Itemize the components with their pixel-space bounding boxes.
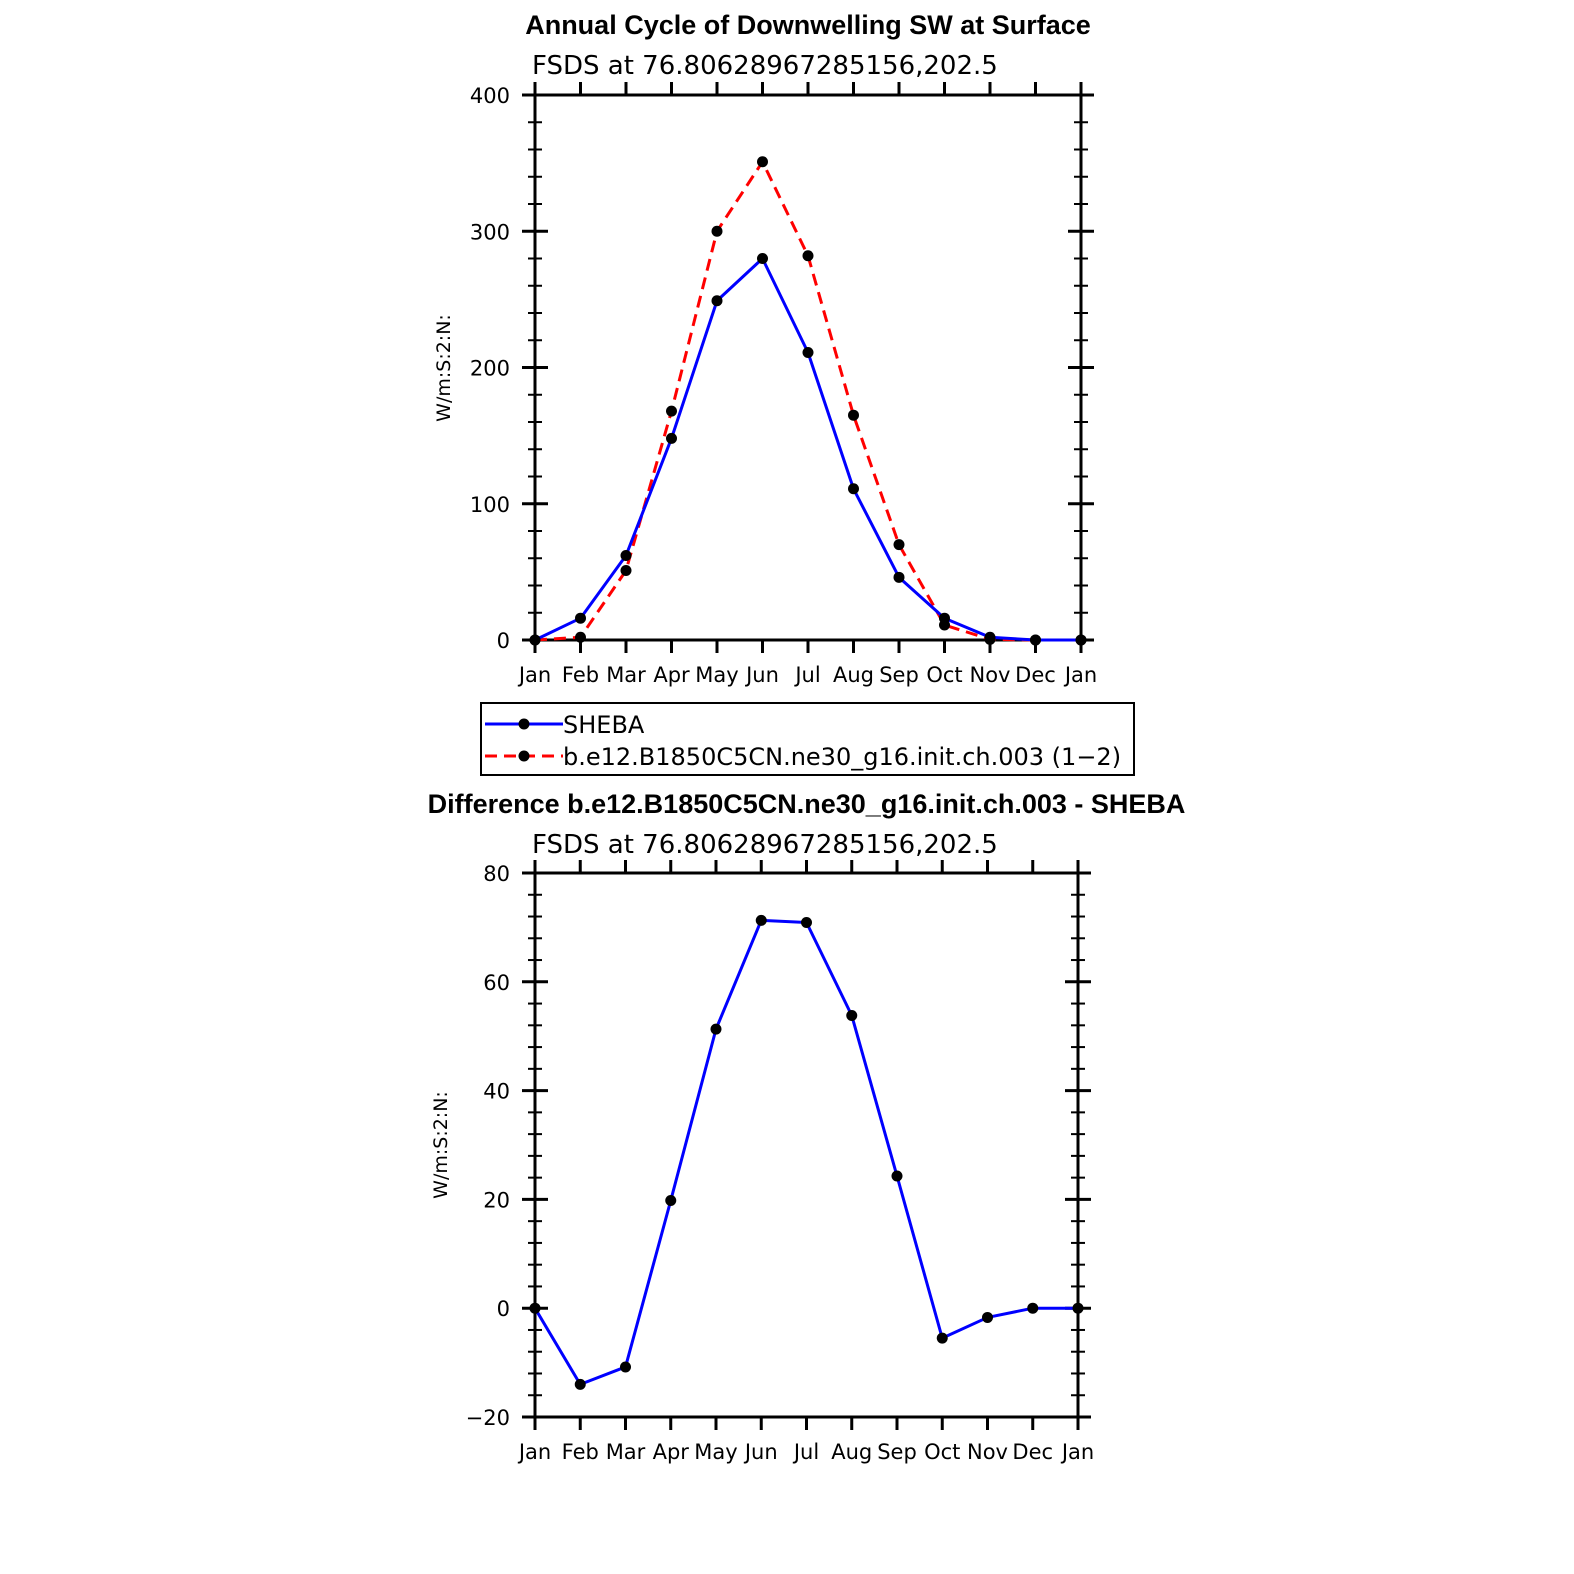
chart-1-series-2-point xyxy=(802,250,814,262)
chart-2-x-tick-label: Jun xyxy=(743,1440,778,1464)
chart-2-series-1-point xyxy=(665,1194,677,1206)
chart-1-legend-entry: SHEBA xyxy=(563,711,645,739)
chart-2-series-1-point xyxy=(846,1010,858,1022)
chart-2-x-tick-label: Jan xyxy=(1060,1440,1094,1464)
chart-1-y-tick-label: 0 xyxy=(497,629,510,653)
chart-1-series-1-point xyxy=(893,571,905,583)
chart-1-series-1-point xyxy=(1030,634,1041,646)
chart-2-x-tick-label: Feb xyxy=(562,1440,599,1464)
chart-2-x-tick-label: Aug xyxy=(831,1440,872,1464)
chart-2-x-tick-label: Oct xyxy=(924,1440,960,1464)
chart-1-y-tick-label: 200 xyxy=(470,357,510,381)
chart-1-series-2-point xyxy=(893,539,905,551)
chart-1-plot-frame xyxy=(533,93,1083,642)
chart-1-series-1-point xyxy=(939,612,950,624)
chart-1-x-tick-label: Jan xyxy=(517,663,551,687)
chart-1-series-2-point xyxy=(757,156,768,168)
chart-2-y-tick-label: 60 xyxy=(483,971,510,995)
chart-2-x-tick-label: Mar xyxy=(606,1440,646,1464)
chart-2-x-tick-label: Jan xyxy=(517,1440,551,1464)
chart-1-x-tick-label: Sep xyxy=(879,663,919,687)
chart-1-series-1-point xyxy=(529,634,541,646)
chart-1-y-tick-label: 100 xyxy=(470,493,510,517)
chart-1-legend-entry: b.e12.B1850C5CN.ne30_g16.init.ch.003 (1−… xyxy=(563,743,1121,771)
chart-1-series-2-point xyxy=(848,409,859,421)
chart-1-series-2-point xyxy=(575,631,586,643)
chart-1-x-tick-label: Jun xyxy=(744,663,779,687)
chart-2-x-tick-label: Apr xyxy=(653,1440,690,1464)
chart-2-y-tick-label: 0 xyxy=(497,1297,510,1321)
chart-1-legend-swatch-marker xyxy=(518,718,530,730)
chart-2-x-tick-label: Dec xyxy=(1012,1440,1053,1464)
chart-2-series-1-point xyxy=(710,1023,722,1035)
chart-2-series-1-line xyxy=(533,918,1078,1386)
chart-1-y-axis-label: W/m:S:2:N: xyxy=(433,314,455,422)
chart-2-series-1-point xyxy=(620,1361,631,1373)
chart-1-series-1-point xyxy=(757,253,768,264)
chart-2-subtitle: FSDS at 76.80628967285156,202.5 xyxy=(532,830,998,860)
chart-2-series-1-point xyxy=(1027,1302,1039,1314)
chart-2-x-tick-label: May xyxy=(694,1440,737,1464)
chart-1-x-tick-label: Aug xyxy=(833,663,874,687)
chart-1-y-tick-label: 300 xyxy=(470,220,510,244)
chart-1-series-1-point xyxy=(848,483,859,495)
chart-1-x-tick-label: Jul xyxy=(793,663,820,687)
chart-1-series-1-point xyxy=(620,550,632,562)
chart-1-x-tick-label: Mar xyxy=(606,663,646,687)
chart-2-y-axis-label: W/m:S:2:N: xyxy=(430,1091,452,1199)
chart-1-x-tick-label: Oct xyxy=(926,663,962,687)
chart-1-series-2-point xyxy=(711,225,723,237)
chart-1-y-tick-label: 400 xyxy=(470,84,510,108)
chart-1-x-tick-label: Feb xyxy=(562,663,599,687)
chart-2-series-1-point xyxy=(574,1378,586,1390)
chart-1-series-1-point xyxy=(1075,634,1087,646)
chart-2-y-tick-label: −20 xyxy=(466,1406,510,1430)
chart-2-x-tick-label: Sep xyxy=(877,1440,917,1464)
chart-1-x-tick-label: Jan xyxy=(1063,663,1097,687)
chart-1-series-2-point xyxy=(666,405,677,417)
chart-2-series-1-point xyxy=(801,917,812,929)
chart-2-x-tick-label: Nov xyxy=(967,1440,1008,1464)
chart-1-series-1-line xyxy=(534,257,1081,642)
chart-2-series-1-point xyxy=(936,1332,948,1344)
chart-2-x-tick-label: Jul xyxy=(792,1440,819,1464)
chart-1-series-1-point xyxy=(802,347,814,359)
chart-2-y-tick-label: 40 xyxy=(483,1080,510,1104)
chart-1-series-1-point xyxy=(984,631,996,643)
chart-2-series-1-point xyxy=(982,1311,993,1323)
chart-1-subtitle: FSDS at 76.80628967285156,202.5 xyxy=(532,51,998,81)
chart-2-series-1-point xyxy=(891,1170,903,1182)
chart-1-legend-box xyxy=(480,702,1135,776)
chart-1-series-1-point xyxy=(666,432,677,444)
chart-2-series-1-point xyxy=(529,1302,541,1314)
chart-1-title: Annual Cycle of Downwelling SW at Surfac… xyxy=(525,10,1091,40)
chart-2-y-tick-label: 80 xyxy=(483,862,510,886)
chart-1-x-tick-label: Dec xyxy=(1015,663,1056,687)
chart-2-series-1-point xyxy=(755,914,767,926)
chart-1-x-tick-label: Nov xyxy=(970,663,1011,687)
chart-1-legend-swatch-marker xyxy=(518,750,530,762)
chart-1-series-1-point xyxy=(575,612,586,624)
chart-2-y-tick-label: 20 xyxy=(483,1188,510,1212)
chart-2-title: Difference b.e12.B1850C5CN.ne30_g16.init… xyxy=(428,789,1186,819)
chart-2-series-1-point xyxy=(1072,1302,1084,1314)
chart-2-plot-frame xyxy=(533,871,1080,1419)
chart-1-series-1-point xyxy=(711,295,723,307)
chart-1-x-tick-label: Apr xyxy=(653,663,690,687)
chart-1-series-2-point xyxy=(620,565,632,577)
chart-1-x-tick-label: May xyxy=(695,663,738,687)
